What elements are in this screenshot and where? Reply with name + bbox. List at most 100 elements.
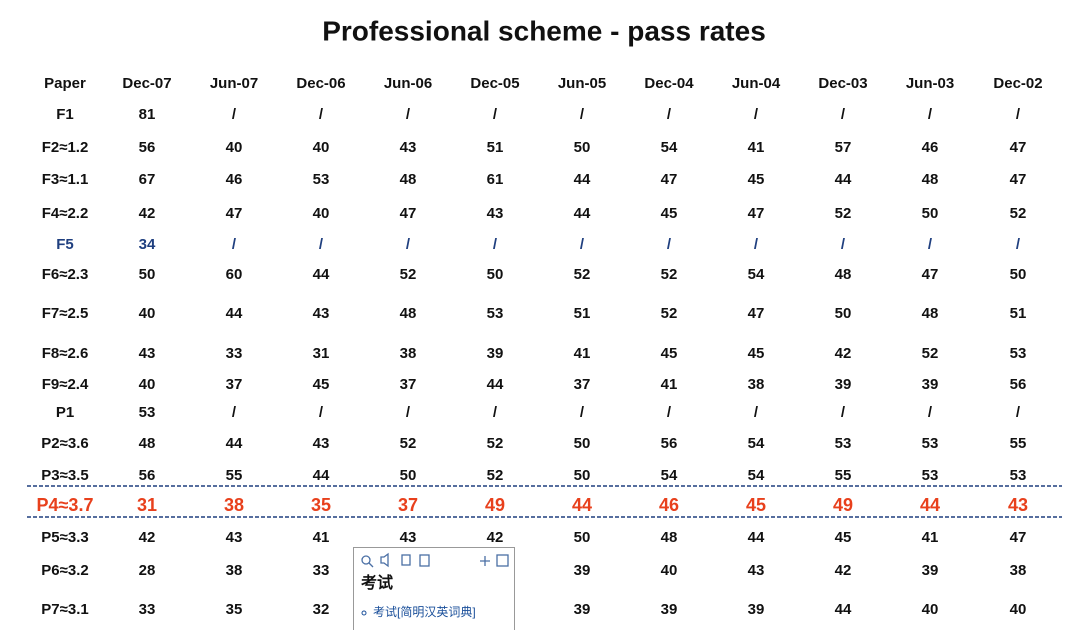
cell: / [928,106,933,123]
cell: 39 [487,345,504,362]
cell: 48 [922,305,939,322]
cell: 39 [574,562,591,579]
cell: 52 [1010,205,1027,222]
cell: 50 [574,139,591,156]
cell: 48 [661,529,678,546]
row-label: F6≈2.3 [42,266,89,283]
cell: 38 [226,562,243,579]
cell: / [406,236,411,253]
row-label: F7≈2.5 [42,305,89,322]
cell: 39 [748,601,765,618]
cell: 40 [313,205,330,222]
cell: 43 [226,529,243,546]
cell: 48 [922,171,939,188]
icon-next[interactable] [496,554,509,567]
title: Professional scheme - pass rates [322,15,766,46]
cell: 41 [661,376,678,393]
cell: 67 [139,171,156,188]
cell: 39 [835,376,852,393]
cell: 43 [1008,495,1028,515]
cell: 47 [226,205,243,222]
cell: 56 [139,139,156,156]
cell: 52 [487,467,504,484]
cell: 38 [224,495,244,515]
cell: 50 [835,305,852,322]
row-label: P6≈3.2 [41,562,88,579]
cell: 31 [313,345,330,362]
header-cell: Jun-04 [732,75,781,92]
cell: 53 [835,435,852,452]
cell: 44 [226,435,243,452]
cell: 53 [139,404,156,421]
cell: 52 [922,345,939,362]
popup-entry[interactable]: 考试[简明汉英词典] [373,604,476,619]
row-label: P7≈3.1 [41,601,88,618]
row-label: P4≈3.7 [37,495,94,515]
cell: 43 [748,562,765,579]
cell: 40 [1010,601,1027,618]
cell: 44 [572,495,592,515]
cell: 39 [661,601,678,618]
cell: 52 [487,435,504,452]
cell: 49 [833,495,853,515]
popup-box [353,547,515,630]
row-label: P1 [56,404,74,421]
icon-copy[interactable] [401,554,411,566]
cell: 40 [661,562,678,579]
cell: / [841,106,846,123]
cell: 54 [748,435,765,452]
cell: 41 [748,139,765,156]
cell: 56 [661,435,678,452]
cell: 49 [485,495,505,515]
cell: 50 [139,266,156,283]
cell: 47 [661,171,678,188]
cell: / [754,404,759,421]
row-label: F8≈2.6 [42,345,89,362]
cell: / [493,106,498,123]
cell: 44 [313,467,330,484]
cell: 31 [137,495,157,515]
cell: 41 [574,345,591,362]
icon-speak[interactable] [380,552,389,568]
cell: / [667,106,672,123]
header-cell: Dec-06 [296,75,345,92]
cell: 35 [311,495,331,515]
cell: / [319,404,324,421]
cell: 47 [1010,171,1027,188]
cell: 50 [574,467,591,484]
cell: 81 [139,106,156,123]
header-cell: Dec-03 [818,75,867,92]
icon-add[interactable] [419,554,430,567]
row-label: P5≈3.3 [41,529,88,546]
cell: 41 [313,529,330,546]
row-label: F4≈2.2 [42,205,89,222]
popup-toolbar [361,552,509,568]
header-cell: Jun-07 [210,75,258,92]
cell: 42 [139,529,156,546]
cell: 52 [400,435,417,452]
cell: 44 [920,495,940,515]
cell: 45 [661,345,678,362]
cell: 46 [922,139,939,156]
cell: / [667,236,672,253]
cell: / [1016,236,1021,253]
cell: / [841,404,846,421]
cell: 33 [139,601,156,618]
cell: 54 [661,467,678,484]
cell: 42 [835,562,852,579]
cell: 47 [922,266,939,283]
cell: 44 [313,266,330,283]
cell: 51 [1010,305,1027,322]
icon-search[interactable] [361,555,371,565]
cell: / [406,404,411,421]
cell: 53 [1010,467,1027,484]
cell: 60 [226,266,243,283]
cell: 38 [748,376,765,393]
icon-pin[interactable] [480,556,490,566]
cell: 44 [835,601,852,618]
cell: 41 [922,529,939,546]
cell: 53 [313,171,330,188]
cell: / [841,236,846,253]
cell: / [928,404,933,421]
